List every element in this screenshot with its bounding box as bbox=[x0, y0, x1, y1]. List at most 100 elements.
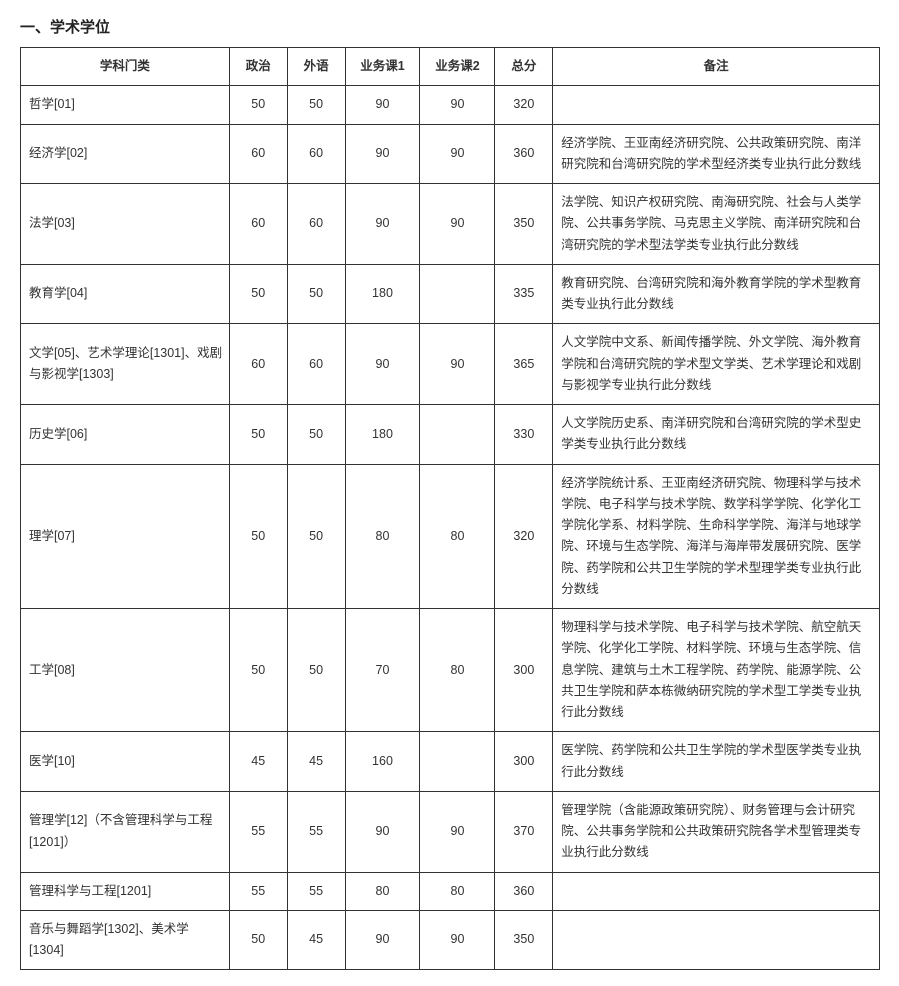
score-cell: 50 bbox=[287, 86, 345, 124]
score-cell: 50 bbox=[287, 264, 345, 324]
col-header: 业务课2 bbox=[420, 48, 495, 86]
score-cell: 180 bbox=[345, 264, 420, 324]
table-header-row: 学科门类 政治 外语 业务课1 业务课2 总分 备注 bbox=[21, 48, 880, 86]
col-header: 政治 bbox=[229, 48, 287, 86]
subject-cell: 经济学[02] bbox=[21, 124, 230, 184]
score-cell: 360 bbox=[495, 872, 553, 910]
score-cell: 90 bbox=[420, 791, 495, 872]
score-cell: 70 bbox=[345, 609, 420, 732]
score-cell: 320 bbox=[495, 86, 553, 124]
note-cell: 人文学院历史系、南洋研究院和台湾研究院的学术型史学类专业执行此分数线 bbox=[553, 405, 880, 465]
subject-cell: 音乐与舞蹈学[1302]、美术学[1304] bbox=[21, 910, 230, 970]
score-table: 学科门类 政治 外语 业务课1 业务课2 总分 备注 哲学[01]5050909… bbox=[20, 47, 880, 970]
score-cell: 80 bbox=[420, 464, 495, 609]
score-cell: 300 bbox=[495, 609, 553, 732]
col-header: 外语 bbox=[287, 48, 345, 86]
score-cell: 60 bbox=[229, 184, 287, 265]
score-cell: 45 bbox=[229, 732, 287, 792]
score-cell bbox=[420, 405, 495, 465]
score-cell: 55 bbox=[229, 791, 287, 872]
score-cell: 50 bbox=[287, 405, 345, 465]
col-header: 学科门类 bbox=[21, 48, 230, 86]
score-cell: 90 bbox=[420, 910, 495, 970]
score-cell: 350 bbox=[495, 910, 553, 970]
note-cell: 经济学院、王亚南经济研究院、公共政策研究院、南洋研究院和台湾研究院的学术型经济类… bbox=[553, 124, 880, 184]
score-cell: 90 bbox=[420, 86, 495, 124]
score-cell: 360 bbox=[495, 124, 553, 184]
score-cell: 180 bbox=[345, 405, 420, 465]
score-cell: 330 bbox=[495, 405, 553, 465]
section-title: 一、学术学位 bbox=[20, 16, 879, 37]
col-header: 业务课1 bbox=[345, 48, 420, 86]
score-cell: 90 bbox=[345, 324, 420, 405]
subject-cell: 教育学[04] bbox=[21, 264, 230, 324]
score-cell: 50 bbox=[229, 464, 287, 609]
score-cell: 90 bbox=[345, 124, 420, 184]
score-cell: 60 bbox=[287, 184, 345, 265]
score-cell: 60 bbox=[229, 324, 287, 405]
subject-cell: 法学[03] bbox=[21, 184, 230, 265]
table-row: 管理学[12]（不含管理科学与工程[1201]）55559090370管理学院（… bbox=[21, 791, 880, 872]
score-cell: 90 bbox=[345, 184, 420, 265]
note-cell: 物理科学与技术学院、电子科学与技术学院、航空航天学院、化学化工学院、材料学院、环… bbox=[553, 609, 880, 732]
score-cell bbox=[420, 264, 495, 324]
score-cell: 80 bbox=[420, 872, 495, 910]
subject-cell: 管理学[12]（不含管理科学与工程[1201]） bbox=[21, 791, 230, 872]
subject-cell: 工学[08] bbox=[21, 609, 230, 732]
note-cell: 经济学院统计系、王亚南经济研究院、物理科学与技术学院、电子科学与技术学院、数学科… bbox=[553, 464, 880, 609]
col-header: 总分 bbox=[495, 48, 553, 86]
table-row: 文学[05]、艺术学理论[1301]、戏剧与影视学[1303]606090903… bbox=[21, 324, 880, 405]
note-cell: 医学院、药学院和公共卫生学院的学术型医学类专业执行此分数线 bbox=[553, 732, 880, 792]
score-cell: 50 bbox=[229, 609, 287, 732]
subject-cell: 医学[10] bbox=[21, 732, 230, 792]
score-cell: 335 bbox=[495, 264, 553, 324]
score-cell: 50 bbox=[287, 464, 345, 609]
note-cell: 管理学院（含能源政策研究院）、财务管理与会计研究院、公共事务学院和公共政策研究院… bbox=[553, 791, 880, 872]
score-cell: 90 bbox=[420, 324, 495, 405]
score-cell: 350 bbox=[495, 184, 553, 265]
subject-cell: 文学[05]、艺术学理论[1301]、戏剧与影视学[1303] bbox=[21, 324, 230, 405]
note-cell: 法学院、知识产权研究院、南海研究院、社会与人类学院、公共事务学院、马克思主义学院… bbox=[553, 184, 880, 265]
score-cell: 50 bbox=[229, 264, 287, 324]
score-cell: 50 bbox=[229, 405, 287, 465]
score-cell: 45 bbox=[287, 732, 345, 792]
subject-cell: 历史学[06] bbox=[21, 405, 230, 465]
note-cell: 教育研究院、台湾研究院和海外教育学院的学术型教育类专业执行此分数线 bbox=[553, 264, 880, 324]
score-cell bbox=[420, 732, 495, 792]
score-cell: 90 bbox=[420, 184, 495, 265]
score-cell: 50 bbox=[287, 609, 345, 732]
note-cell: 人文学院中文系、新闻传播学院、外文学院、海外教育学院和台湾研究院的学术型文学类、… bbox=[553, 324, 880, 405]
table-row: 法学[03]60609090350法学院、知识产权研究院、南海研究院、社会与人类… bbox=[21, 184, 880, 265]
score-cell: 60 bbox=[287, 124, 345, 184]
subject-cell: 管理科学与工程[1201] bbox=[21, 872, 230, 910]
score-cell: 55 bbox=[229, 872, 287, 910]
score-cell: 90 bbox=[345, 910, 420, 970]
table-row: 历史学[06]5050180330人文学院历史系、南洋研究院和台湾研究院的学术型… bbox=[21, 405, 880, 465]
score-cell: 80 bbox=[420, 609, 495, 732]
table-row: 工学[08]50507080300物理科学与技术学院、电子科学与技术学院、航空航… bbox=[21, 609, 880, 732]
table-row: 经济学[02]60609090360经济学院、王亚南经济研究院、公共政策研究院、… bbox=[21, 124, 880, 184]
score-cell: 90 bbox=[345, 86, 420, 124]
score-cell: 55 bbox=[287, 872, 345, 910]
score-cell: 370 bbox=[495, 791, 553, 872]
score-cell: 50 bbox=[229, 86, 287, 124]
note-cell bbox=[553, 910, 880, 970]
subject-cell: 哲学[01] bbox=[21, 86, 230, 124]
score-cell: 160 bbox=[345, 732, 420, 792]
score-cell: 300 bbox=[495, 732, 553, 792]
subject-cell: 理学[07] bbox=[21, 464, 230, 609]
score-cell: 80 bbox=[345, 872, 420, 910]
score-cell: 60 bbox=[287, 324, 345, 405]
score-cell: 320 bbox=[495, 464, 553, 609]
table-row: 教育学[04]5050180335教育研究院、台湾研究院和海外教育学院的学术型教… bbox=[21, 264, 880, 324]
score-cell: 60 bbox=[229, 124, 287, 184]
score-cell: 90 bbox=[420, 124, 495, 184]
note-cell bbox=[553, 86, 880, 124]
score-cell: 55 bbox=[287, 791, 345, 872]
note-cell bbox=[553, 872, 880, 910]
score-cell: 90 bbox=[345, 791, 420, 872]
score-cell: 50 bbox=[229, 910, 287, 970]
table-row: 管理科学与工程[1201]55558080360 bbox=[21, 872, 880, 910]
col-header: 备注 bbox=[553, 48, 880, 86]
score-cell: 80 bbox=[345, 464, 420, 609]
